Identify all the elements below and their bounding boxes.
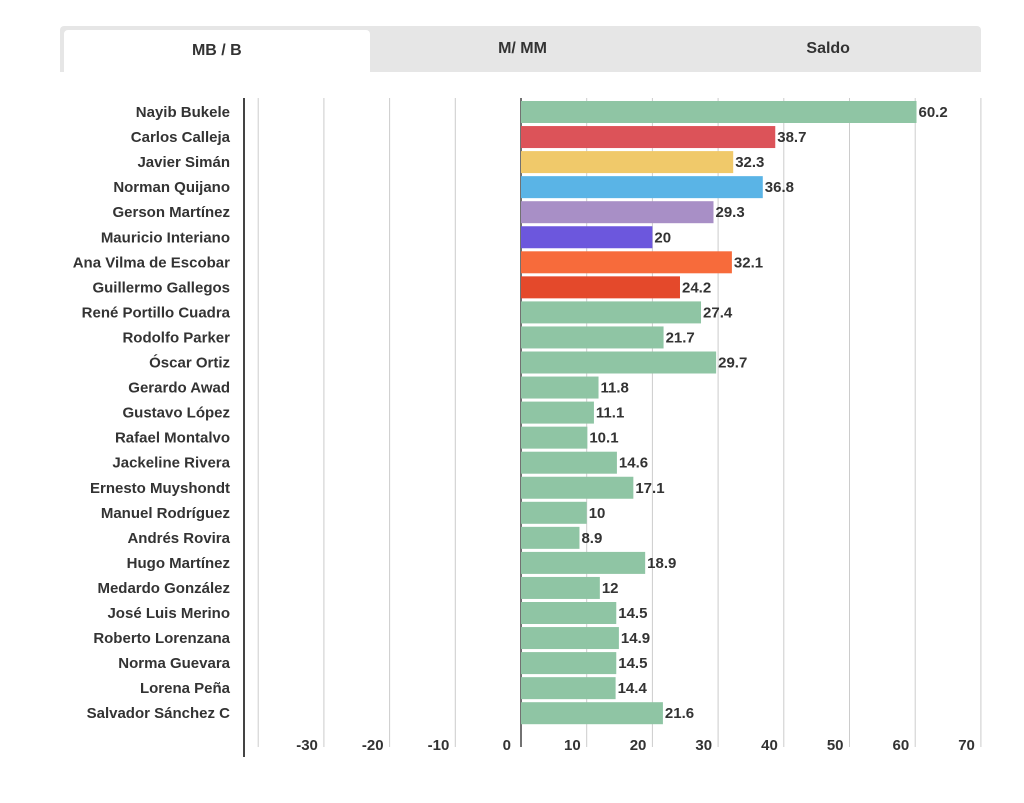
- category-label: Mauricio Interiano: [101, 229, 230, 246]
- value-label: 12: [602, 580, 619, 597]
- x-tick-label: 10: [564, 737, 581, 754]
- category-label: Guillermo Gallegos: [92, 279, 230, 296]
- value-label: 60.2: [919, 104, 948, 121]
- value-label: 20: [654, 229, 671, 246]
- x-tick-label: 20: [630, 737, 647, 754]
- tab-saldo[interactable]: Saldo: [806, 40, 850, 57]
- bar: [521, 476, 634, 499]
- category-label: Gerardo Awad: [128, 380, 230, 397]
- x-tick-label: 70: [958, 737, 975, 754]
- x-tick-label: -10: [428, 737, 450, 754]
- value-label: 14.4: [618, 680, 648, 697]
- bar: [521, 351, 717, 374]
- bar: [521, 126, 776, 149]
- bar: [521, 652, 617, 675]
- bar: [521, 627, 619, 650]
- value-label: 29.3: [716, 204, 745, 221]
- value-label: 11.8: [601, 380, 629, 397]
- value-label: 24.2: [682, 279, 711, 296]
- value-label: 17.1: [635, 480, 664, 497]
- category-label: Hugo Martínez: [127, 555, 230, 572]
- bar: [521, 526, 580, 549]
- category-label: Rodolfo Parker: [122, 329, 230, 346]
- x-tick-label: -20: [362, 737, 384, 754]
- category-label: Salvador Sánchez C: [87, 705, 231, 722]
- category-label: Jackeline Rivera: [112, 455, 230, 472]
- category-label: Medardo González: [97, 580, 230, 597]
- bar: [521, 301, 702, 324]
- value-label: 32.1: [734, 254, 763, 271]
- bar: [521, 602, 617, 624]
- bar: [521, 501, 587, 524]
- category-label: Roberto Lorenzana: [93, 630, 230, 647]
- value-label: 10.1: [589, 430, 618, 447]
- category-label: Norman Quijano: [113, 179, 230, 196]
- bar: [521, 576, 600, 599]
- category-label: Norma Guevara: [118, 655, 230, 672]
- value-label: 21.6: [665, 705, 694, 722]
- bar: [521, 226, 653, 249]
- tab-m-mm[interactable]: M/ MM: [498, 40, 547, 57]
- x-tick-label: 60: [893, 737, 910, 754]
- bar: [521, 451, 617, 474]
- category-label: Óscar Ortiz: [149, 354, 230, 372]
- value-label: 14.9: [621, 630, 650, 647]
- tab-bar: MB / B M/ MM Saldo: [60, 26, 981, 72]
- value-label: 29.7: [718, 355, 747, 372]
- bar: [521, 426, 588, 449]
- value-label: 18.9: [647, 555, 676, 572]
- category-label: Lorena Peña: [140, 680, 231, 697]
- value-label: 11.1: [596, 405, 624, 422]
- x-tick-label: 30: [695, 737, 712, 754]
- category-label: Manuel Rodríguez: [101, 505, 230, 522]
- bar: [521, 551, 646, 574]
- value-label: 8.9: [581, 530, 602, 547]
- category-label: Javier Simán: [137, 154, 230, 171]
- bar: [521, 201, 714, 224]
- bar: [521, 276, 680, 299]
- value-label: 32.3: [735, 154, 764, 171]
- value-label: 36.8: [765, 179, 794, 196]
- category-label: Rafael Montalvo: [115, 430, 230, 447]
- value-label: 10: [589, 505, 606, 522]
- tab-mb-b[interactable]: MB / B: [64, 30, 370, 72]
- bar: [521, 151, 734, 174]
- x-tick-label: 50: [827, 737, 844, 754]
- bar: [521, 176, 763, 199]
- category-label: Ernesto Muyshondt: [90, 480, 230, 497]
- category-label: Ana Vilma de Escobar: [73, 254, 230, 271]
- category-label: Andrés Rovira: [127, 530, 230, 547]
- value-label: 14.5: [618, 605, 647, 622]
- bar: [521, 326, 664, 349]
- category-label: René Portillo Cuadra: [82, 304, 231, 321]
- bar: [521, 376, 599, 399]
- value-label: 38.7: [777, 129, 806, 146]
- category-label: Gustavo López: [122, 405, 230, 422]
- bar: [521, 702, 663, 725]
- category-label: Gerson Martínez: [112, 204, 230, 221]
- value-label: 14.5: [618, 655, 647, 672]
- x-tick-label: -30: [296, 737, 318, 754]
- bar: [521, 101, 917, 123]
- value-label: 21.7: [666, 329, 695, 346]
- category-label: Nayib Bukele: [136, 104, 230, 121]
- category-label: Carlos Calleja: [131, 129, 231, 146]
- bar: [521, 251, 732, 274]
- bar: [521, 677, 616, 700]
- value-label: 27.4: [703, 304, 733, 321]
- category-label: José Luis Merino: [107, 605, 230, 622]
- bar: [521, 401, 594, 424]
- x-tick-label: 40: [761, 737, 778, 754]
- x-tick-label: 0: [503, 737, 511, 754]
- value-label: 14.6: [619, 455, 648, 472]
